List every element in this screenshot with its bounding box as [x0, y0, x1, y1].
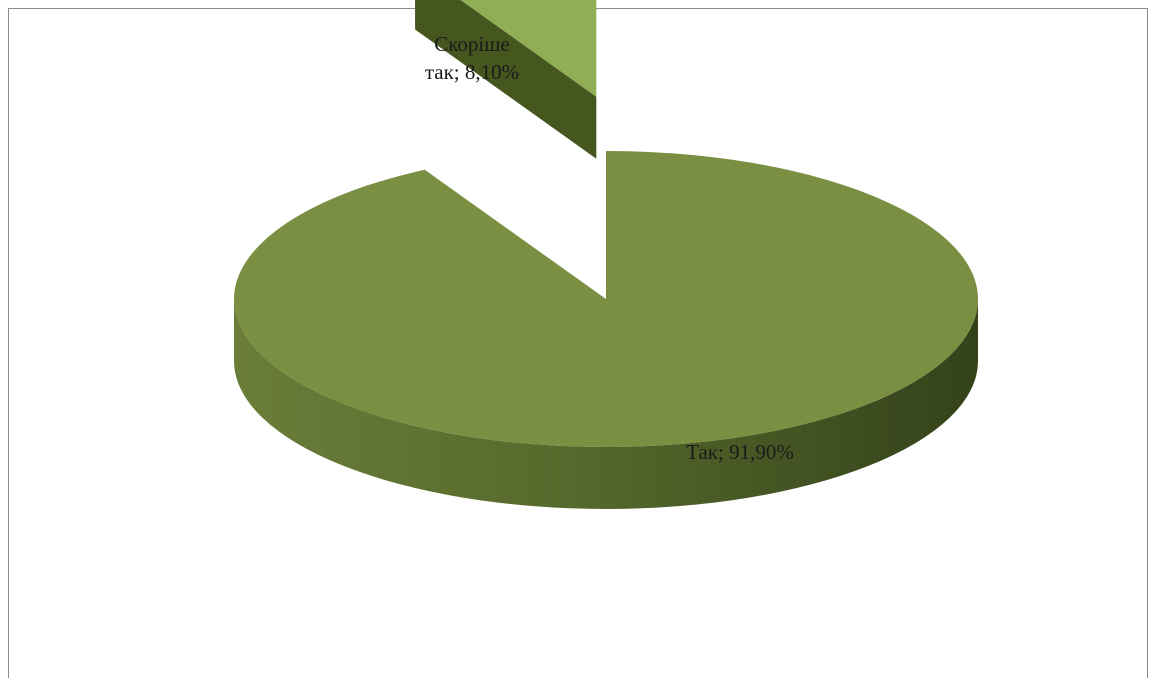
label-small-line2: так; 8,10% [425, 60, 519, 84]
slice-top-tak [233, 151, 978, 447]
label-small-line1: Скоріше [434, 32, 509, 56]
slice-side-skorishe [415, 0, 597, 159]
label-large: Так; 91,90% [686, 440, 794, 464]
slice-side-tak [234, 299, 978, 509]
slice-top-skorishe [460, 0, 597, 97]
